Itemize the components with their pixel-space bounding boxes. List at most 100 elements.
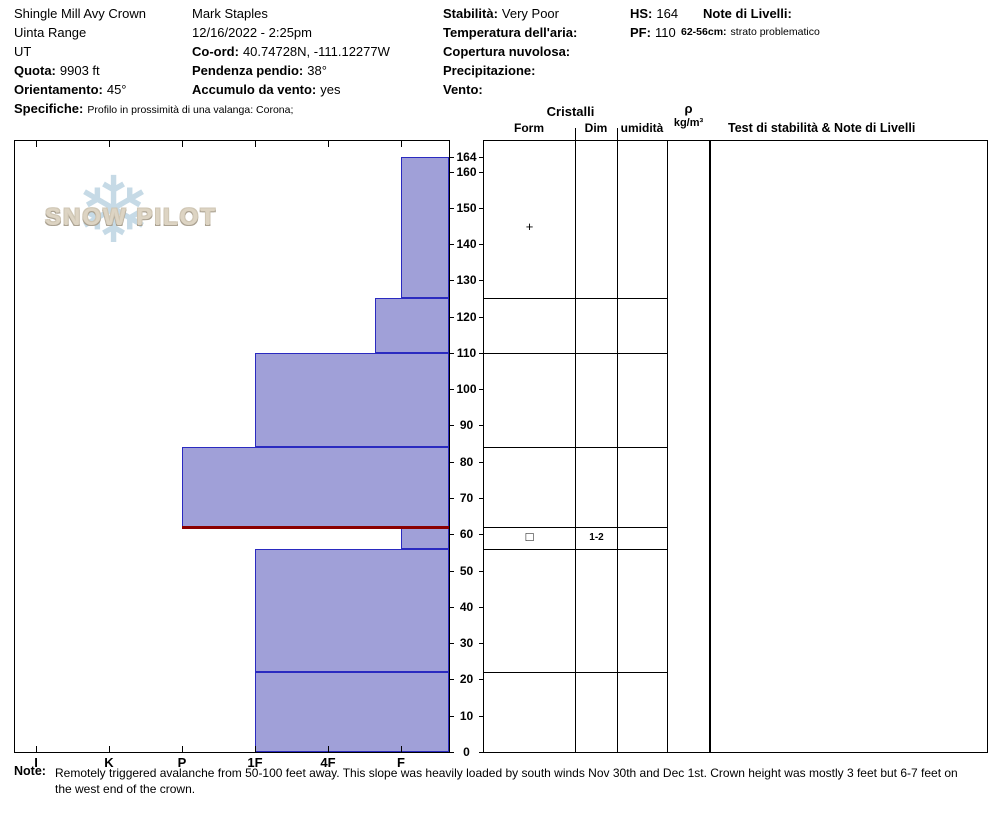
depth-tick <box>450 171 454 173</box>
depth-tick-label: 80 <box>459 454 474 469</box>
grain-size-value: 1-2 <box>589 531 604 543</box>
layer-boundary-line <box>484 548 668 550</box>
depth-tick-label: 50 <box>459 563 474 578</box>
hardness-profile-plot: ❄ SNOW PILOT <box>14 140 450 753</box>
depth-tick <box>479 157 483 158</box>
depth-tick-label: 20 <box>459 672 474 687</box>
snow-layer-bar <box>401 157 449 299</box>
coordinates-row: Co-ord: 40.74728N, -111.12277W <box>192 44 390 59</box>
depth-tick-label: 70 <box>459 491 474 506</box>
depth-tick <box>450 643 454 645</box>
pf-row: PF: 110 <box>630 25 676 40</box>
density-symbol-header: ρ <box>684 101 693 116</box>
pit-notes-row: Specifiche: Profilo in prossimità di una … <box>14 101 294 116</box>
snow-layer-bar <box>255 548 449 673</box>
snow-layer-bar <box>255 352 449 448</box>
problem-layer-line <box>182 526 449 530</box>
depth-tick-label: 10 <box>459 708 474 723</box>
stability-tests-box <box>710 140 988 753</box>
cristalli-header: Cristalli <box>546 104 595 119</box>
snow-layer-bar <box>182 447 449 528</box>
depth-tick <box>450 570 454 572</box>
depth-tick-label: 40 <box>459 599 474 614</box>
depth-tick <box>479 425 483 427</box>
depth-tick <box>479 207 483 209</box>
layer-boundary-line <box>484 527 668 529</box>
snow-layer-bar <box>375 298 449 353</box>
depth-tick <box>479 244 483 246</box>
depth-tick-label: 120 <box>456 309 477 324</box>
hardness-tick-label: P <box>177 755 187 770</box>
layer-notes-title: Note di Livelli: <box>703 6 792 21</box>
depth-tick <box>479 570 483 572</box>
depth-tick <box>479 389 483 391</box>
hardness-tick <box>36 141 37 147</box>
depth-tick <box>450 316 454 318</box>
pit-name: Shingle Mill Avy Crown <box>14 6 146 21</box>
wind-loading-row: Accumulo da vento: yes <box>192 82 341 97</box>
aspect-row: Orientamento: 45° <box>14 82 127 97</box>
grain-columns-grid: + □ 1-2 <box>483 140 710 753</box>
hardness-axis: I K P 1F 4F F <box>14 755 450 771</box>
depth-tick <box>479 752 483 753</box>
hardness-tick <box>182 141 183 147</box>
snow-layer-bar <box>401 527 449 549</box>
hardness-tick-label: K <box>104 755 114 770</box>
grain-form-symbol: + <box>525 218 534 234</box>
depth-tick <box>450 752 454 753</box>
sky-cover-row: Copertura nuvolosa: <box>443 44 571 59</box>
air-temp-row: Temperatura dell'aria: <box>443 25 578 40</box>
depth-tick-label: 164 <box>456 150 477 164</box>
depth-axis: 0 10 20 30 40 50 60 70 80 90 100 110 120 130 140 150 160… <box>450 141 483 759</box>
snowflake-icon: ❄ <box>75 160 153 262</box>
observation-info-block: Mark Staples 12/16/2022 - 2:25pm Co-ord:… <box>192 4 390 99</box>
state: UT <box>14 44 32 59</box>
hs-row: HS: 164 <box>630 6 679 21</box>
density-units-header: kg/m³ <box>673 117 704 129</box>
depth-tick <box>450 498 454 500</box>
depth-tick <box>479 643 483 645</box>
hardness-tick <box>401 141 402 147</box>
snowpilot-logo: ❄ SNOW PILOT <box>40 165 220 276</box>
form-column-header: Form <box>514 121 544 135</box>
site-info-block: Shingle Mill Avy Crown Uinta Range UT Qu… <box>14 4 293 118</box>
hardness-tick-label: F <box>397 755 405 770</box>
hardness-tick-label: 4F <box>320 755 336 770</box>
hardness-tick <box>328 746 329 752</box>
depth-tick <box>479 461 483 463</box>
hardness-tick <box>255 746 256 752</box>
stability-tests-header: Test di stabilità & Note di Livelli <box>728 121 916 135</box>
snow-layer-bar <box>255 672 449 752</box>
hardness-tick <box>109 141 110 147</box>
depth-tick <box>479 715 483 717</box>
depth-tick <box>450 280 454 282</box>
depth-tick <box>450 352 454 354</box>
depth-tick-label: 30 <box>459 636 474 651</box>
layer-boundary-line <box>484 352 668 354</box>
precipitation-row: Precipitazione: <box>443 63 536 78</box>
depth-tick <box>450 157 454 158</box>
footer-note-label: Note: <box>14 764 46 778</box>
depth-tick <box>450 534 454 536</box>
snow-depth-block: HS: 164 PF: 110 <box>630 4 678 42</box>
depth-tick <box>479 534 483 536</box>
dim-humidity-separator <box>617 141 618 752</box>
hardness-tick-label: 1F <box>247 755 263 770</box>
slope-angle-row: Pendenza pendio: 38° <box>192 63 327 78</box>
depth-tick <box>479 171 483 173</box>
depth-tick <box>479 352 483 354</box>
dim-column-header: Dim <box>584 121 608 135</box>
humidity-density-separator <box>667 141 668 752</box>
range: Uinta Range <box>14 25 87 40</box>
depth-tick <box>450 606 454 608</box>
depth-tick-label: 0 <box>463 745 470 759</box>
elevation-row: Quota: 9903 ft <box>14 63 100 78</box>
depth-tick-label: 90 <box>459 418 474 433</box>
depth-tick <box>479 606 483 608</box>
depth-tick-label: 140 <box>456 237 477 252</box>
hardness-tick <box>36 746 37 752</box>
depth-tick-label: 150 <box>456 200 477 215</box>
layer-boundary-line <box>484 672 668 674</box>
depth-tick-label: 60 <box>459 527 474 542</box>
